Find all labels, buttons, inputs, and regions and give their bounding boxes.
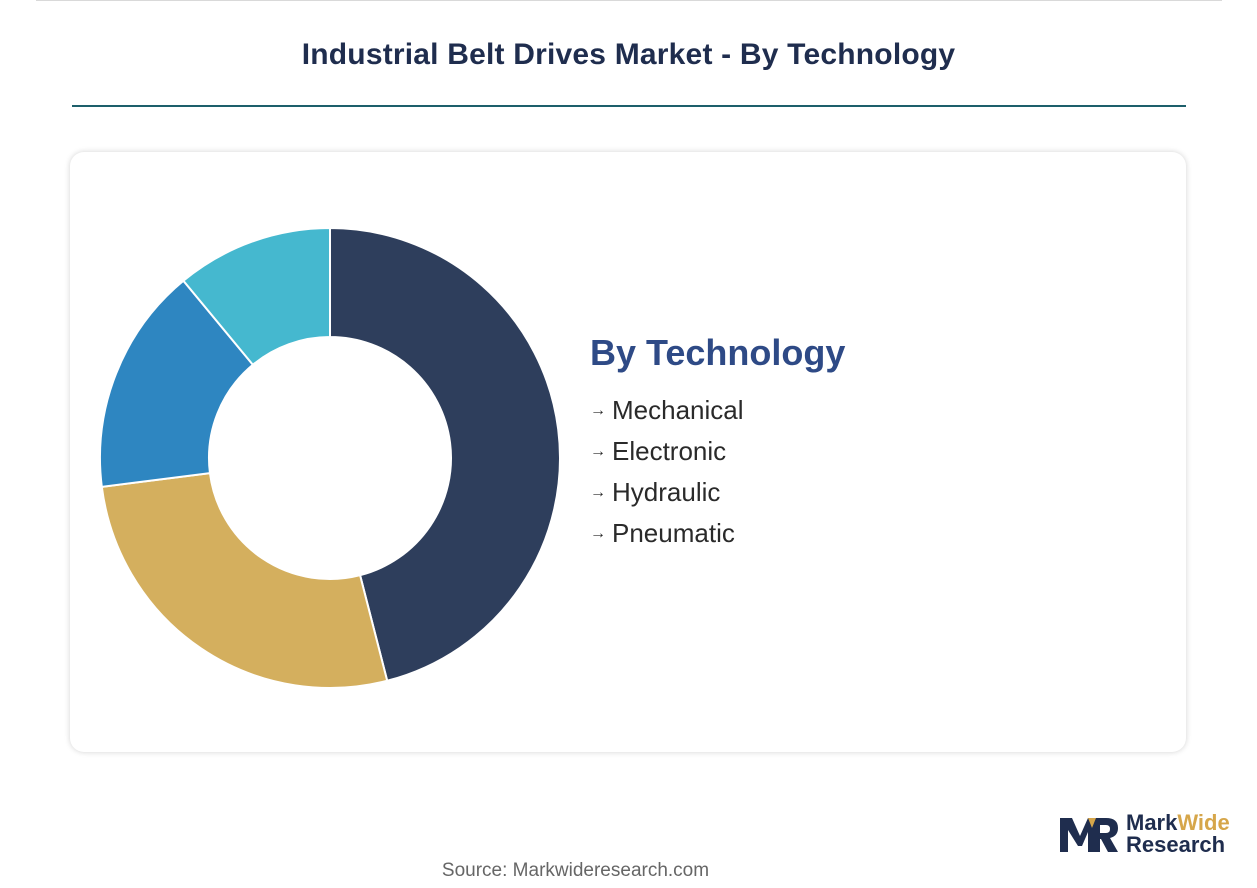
arrow-right-icon: → bbox=[590, 524, 606, 542]
logo-wordmark: MarkWide Research bbox=[1126, 812, 1230, 856]
logo-mark-icon bbox=[1060, 818, 1118, 852]
legend-label: Hydraulic bbox=[612, 477, 721, 507]
legend-label: Pneumatic bbox=[612, 518, 735, 548]
logo-word-wide: Wide bbox=[1177, 810, 1230, 835]
arrow-right-icon: → bbox=[590, 483, 606, 501]
legend-label: Mechanical bbox=[612, 395, 744, 425]
legend-item-electronic: → Electronic bbox=[590, 431, 845, 472]
legend-item-mechanical: → Mechanical bbox=[590, 390, 845, 431]
logo-word-mark: Mark bbox=[1126, 810, 1178, 835]
legend-title: By Technology bbox=[590, 332, 846, 373]
donut-slice-hydraulic bbox=[99, 279, 255, 488]
donut-slice-electronic bbox=[100, 472, 389, 689]
donut-chart bbox=[99, 226, 561, 689]
title-underline bbox=[72, 105, 1186, 107]
page-title: Industrial Belt Drives Market - By Techn… bbox=[301, 38, 956, 71]
markwide-logo: MarkWide Research bbox=[1058, 812, 1244, 858]
arrow-right-icon: → bbox=[590, 401, 606, 419]
chart-card: By Technology → Mechanical → Electronic → Hyd… bbox=[70, 152, 1186, 752]
legend-label: Electronic bbox=[612, 436, 727, 466]
source-note: Source: Markwideresearch.com bbox=[441, 860, 710, 881]
logo-word-research: Research bbox=[1126, 832, 1226, 857]
legend-items: → Mechanical → Electronic → Hydraulic → Pneumat… bbox=[590, 390, 845, 554]
arrow-right-icon: → bbox=[590, 442, 606, 460]
legend: By Technology → Mechanical → Electronic → Hyd… bbox=[590, 332, 845, 554]
top-divider bbox=[36, 0, 1222, 1]
donut-slice-pneumatic bbox=[181, 226, 331, 367]
donut-slice-mechanical bbox=[329, 226, 561, 682]
legend-item-pneumatic: → Pneumatic bbox=[590, 513, 845, 554]
legend-item-hydraulic: → Hydraulic bbox=[590, 472, 845, 513]
